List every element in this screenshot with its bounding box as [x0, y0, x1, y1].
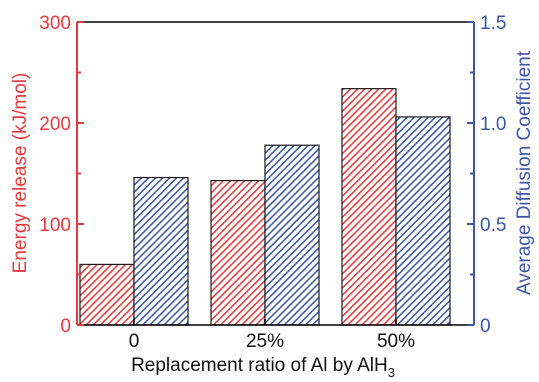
left-tick-label: 100	[39, 215, 71, 236]
left-y-axis-title: Energy release (kJ/mol)	[10, 73, 31, 274]
diffusion-coefficient-bar-3	[395, 116, 451, 326]
diffusion-coefficient-bar-2	[264, 144, 320, 326]
right-y-ticks: 0 0.5 1.0 1.5	[467, 13, 506, 337]
diffusion-coefficient-bar-1	[133, 176, 189, 326]
energy-release-bar-1	[79, 263, 135, 326]
left-y-ticks: 0 100 200 300	[39, 13, 84, 337]
x-category-label: 50%	[377, 331, 415, 352]
x-category-label: 25%	[246, 331, 284, 352]
left-tick-label: 300	[39, 13, 71, 34]
x-ticks: 0 25% 50%	[129, 319, 415, 352]
right-tick-label: 1.5	[480, 13, 506, 34]
right-tick-label: 0	[480, 316, 491, 337]
left-tick-label: 200	[39, 114, 71, 135]
right-tick-label: 1.0	[480, 114, 506, 135]
left-tick-label: 0	[60, 316, 71, 337]
right-tick-label: 0.5	[480, 215, 506, 236]
x-axis-title: Replacement ratio of Al by AlH3	[131, 355, 395, 380]
energy-release-bar-3	[341, 88, 397, 326]
x-axis-title-subscript: 3	[388, 365, 395, 380]
right-y-axis-title: Average Diffusion Coefficient	[514, 50, 535, 295]
energy-release-bar-2	[210, 179, 266, 326]
x-category-label: 0	[129, 331, 140, 352]
bars-group	[79, 88, 451, 326]
